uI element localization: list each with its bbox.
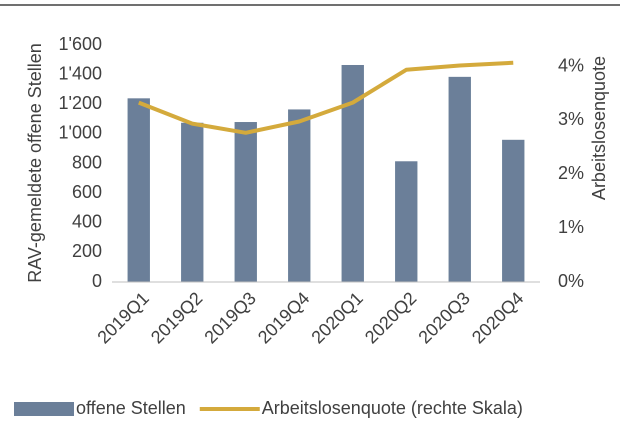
bar xyxy=(127,98,150,282)
legend-label: Arbeitslosenquote (rechte Skala) xyxy=(262,398,523,418)
y-tick-label: 0 xyxy=(92,271,102,291)
bar xyxy=(288,109,311,282)
bar xyxy=(448,76,471,282)
y2-tick-label: 4% xyxy=(558,55,584,75)
y-tick-label: 200 xyxy=(72,241,102,261)
y-tick-label: 1'000 xyxy=(59,123,102,143)
bar xyxy=(502,139,525,282)
y-tick-label: 1'400 xyxy=(59,63,102,83)
y2-tick-label: 2% xyxy=(558,163,584,183)
y-tick-label: 600 xyxy=(72,182,102,202)
bar xyxy=(341,64,364,282)
y2-tick-label: 3% xyxy=(558,109,584,129)
line xyxy=(138,60,514,135)
y-tick-label: 400 xyxy=(72,212,102,232)
bar xyxy=(395,161,418,282)
y-tick-label: 800 xyxy=(72,152,102,172)
y-tick-label: 1'200 xyxy=(59,93,102,113)
legend-label: offene Stellen xyxy=(76,398,186,418)
y2-tick-label: 0% xyxy=(558,271,584,291)
legend-swatch xyxy=(14,402,74,416)
bar xyxy=(181,122,204,282)
bar xyxy=(234,122,257,283)
y2-axis-label: Arbeitslosenquote xyxy=(589,56,609,200)
y2-tick-label: 1% xyxy=(558,217,584,237)
y-tick-label: 1'600 xyxy=(59,34,102,54)
y-axis-label: RAV-gemeldete offene Stellen xyxy=(25,43,45,283)
